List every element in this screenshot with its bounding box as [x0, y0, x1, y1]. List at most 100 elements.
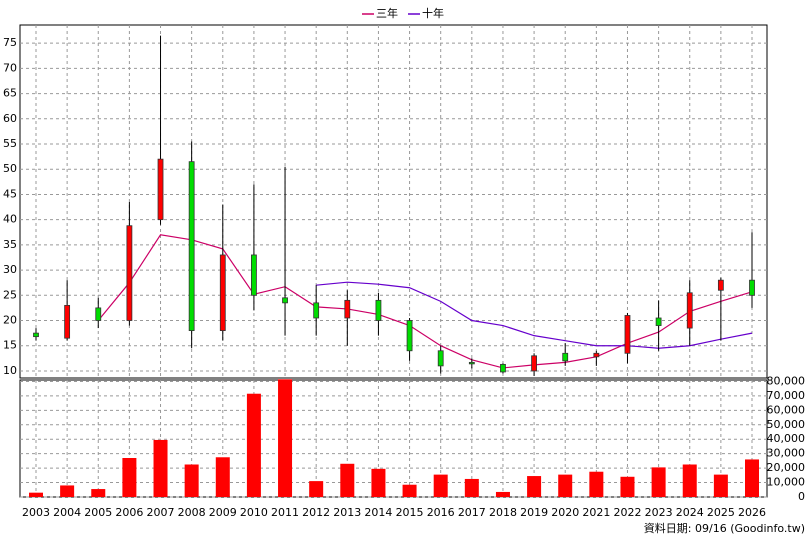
volume-bar [620, 476, 635, 497]
y-tick-label: 65 [3, 87, 17, 100]
volume-bar [464, 478, 479, 497]
y-tick-label: 30,000 [767, 447, 806, 460]
x-tick-label: 2010 [240, 506, 268, 519]
candle-body [126, 225, 133, 321]
x-tick-label: 2014 [364, 506, 392, 519]
volume-bar [402, 484, 417, 497]
volume-bar [215, 457, 230, 497]
y-tick-label: 35 [3, 238, 17, 251]
y-tick-label: 10,000 [767, 476, 806, 489]
volume-bar [558, 474, 573, 497]
volume-bar [651, 467, 666, 497]
y-tick-label: 15 [3, 339, 17, 352]
volume-bar [91, 489, 106, 497]
x-tick-label: 2003 [22, 506, 50, 519]
volume-bar [433, 474, 448, 497]
volume-bar [309, 481, 324, 497]
y-tick-label: 20,000 [767, 461, 806, 474]
y-tick-label: 40 [3, 213, 17, 226]
candle-body [686, 292, 693, 329]
volume-bar [527, 476, 542, 497]
y-tick-label: 55 [3, 137, 17, 150]
candle-body [33, 332, 39, 338]
candle-body [157, 158, 164, 221]
candle-body [562, 352, 569, 362]
volume-bar [122, 458, 137, 497]
candle-body [95, 307, 102, 321]
y-tick-label: 50,000 [767, 418, 806, 431]
volume-bar [371, 468, 386, 497]
candle-body [313, 302, 320, 319]
candle-body [624, 315, 631, 354]
volume-bar [278, 379, 293, 497]
y-tick-label: 0 [798, 490, 805, 503]
candle-body [344, 299, 351, 319]
x-tick-label: 2016 [427, 506, 455, 519]
x-tick-label: 2021 [582, 506, 610, 519]
y-tick-label: 50 [3, 162, 17, 175]
x-tick-label: 2017 [458, 506, 486, 519]
x-tick-label: 2011 [271, 506, 299, 519]
x-tick-label: 2004 [53, 506, 81, 519]
volume-bar [589, 471, 604, 497]
y-tick-label: 20 [3, 314, 17, 327]
volume-bar [246, 393, 261, 497]
candle-body [375, 299, 382, 321]
x-tick-label: 2013 [333, 506, 361, 519]
x-tick-label: 2020 [551, 506, 579, 519]
candle-body [500, 363, 506, 373]
candle-body [251, 254, 257, 296]
candle-body [219, 254, 226, 331]
x-tick-label: 2007 [147, 506, 175, 519]
y-tick-label: 30 [3, 263, 17, 276]
volume-bar [340, 463, 355, 497]
candle-body [406, 320, 413, 352]
candle-body [593, 352, 600, 358]
x-tick-label: 2024 [676, 506, 704, 519]
volume-bar [745, 459, 759, 497]
legend-label: 三年 [376, 6, 398, 20]
price-panel [19, 24, 768, 379]
x-tick-label: 2008 [178, 506, 206, 519]
y-tick-label: 70,000 [767, 389, 806, 402]
volume-bar [153, 439, 168, 497]
x-tick-label: 2025 [707, 506, 735, 519]
volume-bar [29, 492, 43, 497]
x-tick-label: 2026 [738, 506, 766, 519]
x-tick-label: 2022 [613, 506, 641, 519]
y-tick-label: 40,000 [767, 432, 806, 445]
x-tick-label: 2019 [520, 506, 548, 519]
y-tick-label: 45 [3, 187, 17, 200]
legend-label: 十年 [422, 6, 444, 20]
y-tick-label: 70 [3, 61, 17, 74]
candle-body [188, 161, 195, 331]
x-tick-label: 2006 [115, 506, 143, 519]
y-tick-label: 75 [3, 36, 17, 49]
volume-bar [184, 464, 199, 497]
candle-body [655, 317, 662, 326]
candle-body [282, 297, 288, 304]
candle-body [531, 355, 537, 372]
y-tick-label: 80,000 [767, 374, 806, 387]
y-tick-label: 60 [3, 112, 17, 125]
volume-bar [60, 485, 75, 497]
candle-body [437, 350, 444, 367]
y-tick-label: 60,000 [767, 403, 806, 416]
moving-average-line [97, 234, 753, 369]
volume-bar [682, 464, 697, 497]
moving-average-line [316, 281, 753, 349]
volume-bar [495, 491, 510, 497]
candle-body [749, 279, 755, 296]
x-tick-label: 2012 [302, 506, 330, 519]
volume-bar [713, 474, 728, 497]
candle-body [468, 361, 475, 365]
candle-body [717, 279, 724, 291]
x-tick-label: 2018 [489, 506, 517, 519]
y-tick-label: 25 [3, 288, 17, 301]
x-tick-label: 2009 [209, 506, 237, 519]
y-tick-label: 10 [3, 364, 17, 377]
x-tick-label: 2005 [84, 506, 112, 519]
x-tick-label: 2015 [396, 506, 424, 519]
source-note: 資料日期: 09/16 (Goodinfo.tw) [644, 521, 805, 535]
